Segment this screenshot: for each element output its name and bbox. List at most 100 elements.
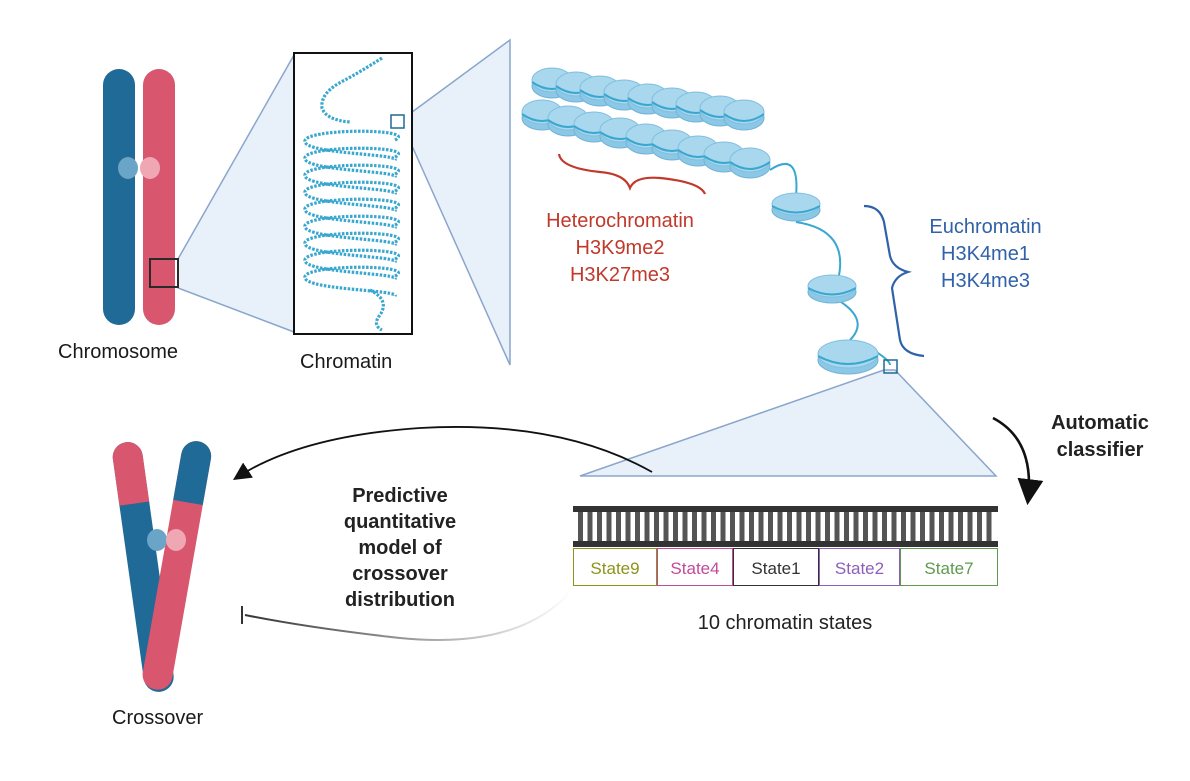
dna-rung [739, 512, 745, 541]
euchromatin-mark-2: H3K4me3 [941, 270, 1030, 292]
heterochromatin-mark-2: H3K27me3 [569, 264, 671, 286]
predict-line-3: model of [358, 537, 442, 559]
dna-rung [920, 512, 925, 541]
dna-rung [986, 512, 992, 541]
classifier-arrow [992, 416, 1044, 506]
nucleosome [817, 339, 879, 375]
heterochromatin-label: Heterochromatin H3K9me2 H3K27me3 [520, 208, 720, 289]
state-label: State2 [834, 559, 885, 578]
dna-rung [720, 512, 726, 541]
chromatin-zoom-box [390, 114, 405, 129]
automatic-classifier-label: Automatic classifier [1030, 410, 1170, 464]
chromatin-coil-path [303, 56, 400, 332]
state-label: State1 [751, 559, 801, 578]
nucleosome [771, 192, 821, 222]
dna-rung [901, 512, 906, 541]
dna-rung [844, 512, 849, 541]
dna-rung [616, 512, 621, 541]
euchromatin-mark-1: H3K4me1 [941, 243, 1030, 265]
dna-rung [787, 512, 792, 541]
nucleosome-zoom-box [883, 359, 898, 374]
dna-rung [635, 512, 640, 541]
dna-rung [692, 512, 697, 541]
dna-rung [863, 512, 868, 541]
euchromatin-title: Euchromatin [929, 216, 1042, 238]
auto-line-2: classifier [1056, 439, 1144, 461]
euchromatin-label: Euchromatin H3K4me1 H3K4me3 [898, 214, 1073, 295]
dna-rung [701, 512, 707, 541]
chromosome-graphic [103, 69, 179, 325]
feedback-inhibition-line [244, 589, 573, 641]
chromatin-states-caption: 10 chromatin states [697, 612, 873, 634]
dna-rung [815, 512, 821, 541]
heterochromatin-title: Heterochromatin [546, 210, 694, 232]
dna-rung [606, 512, 612, 541]
dna-rung [958, 512, 963, 541]
dna-rung [644, 512, 650, 541]
auto-line-1: Automatic [1051, 412, 1149, 434]
dna-rung [730, 512, 735, 541]
heterochromatin-mark-1: H3K9me2 [575, 237, 665, 259]
zoom-funnel-chromosome [177, 52, 295, 334]
dna-rung [910, 512, 916, 541]
chromatin-coil [303, 56, 400, 332]
zoom-funnel-nucleosome [579, 369, 998, 477]
euchromatin-bracket [863, 204, 925, 358]
dna-rung [749, 512, 754, 541]
dna-rung [654, 512, 659, 541]
dna-rung [711, 512, 716, 541]
predict-line-5: distribution [345, 589, 455, 611]
prediction-arrow [232, 426, 653, 480]
state-box-state2: State2 [819, 548, 900, 586]
state-box-state1: State1 [733, 548, 819, 586]
dna-rung [939, 512, 944, 541]
dna-rung [929, 512, 935, 541]
crossover-label: Crossover [112, 707, 204, 729]
dna-rung [625, 512, 631, 541]
heterochromatin-bracket [557, 153, 707, 195]
dna-rung [891, 512, 897, 541]
predict-line-1: Predictive [352, 485, 448, 507]
centromere-blue [118, 157, 138, 179]
dna-rung [825, 512, 830, 541]
chromatid-blue [103, 69, 135, 325]
dna-rung [682, 512, 688, 541]
dna-rung [663, 512, 669, 541]
centromere-pink [140, 157, 160, 179]
state-box-state4: State4 [657, 548, 733, 586]
predictive-model-label: Predictive quantitative model of crossov… [300, 483, 500, 613]
state-label: State4 [670, 559, 720, 578]
chromosome-label: Chromosome [58, 341, 179, 363]
dna-rung [872, 512, 878, 541]
zoom-funnel-chromatin [403, 38, 511, 366]
dna-rung [673, 512, 678, 541]
predict-line-2: quantitative [343, 511, 457, 533]
state-box-state9: State9 [573, 548, 657, 586]
chromatin-label: Chromatin [300, 351, 393, 373]
crossover-chromosome-graphic [112, 441, 212, 692]
dna-rung [806, 512, 811, 541]
dna-rung [882, 512, 887, 541]
state-label: State9 [590, 559, 640, 578]
dna-ladder [573, 506, 998, 547]
dna-rung [796, 512, 802, 541]
nucleosome [729, 147, 771, 179]
nucleosome [723, 99, 765, 131]
dna-rung [777, 512, 783, 541]
predict-line-4: crossover [352, 563, 448, 585]
dna-rung [768, 512, 773, 541]
dna-rung [597, 512, 602, 541]
dna-rung [977, 512, 982, 541]
dna-rung [578, 512, 583, 541]
nucleosome [807, 274, 857, 304]
chromatin-panel [293, 52, 413, 335]
chromosome-zoom-box [149, 258, 179, 288]
dna-rung [758, 512, 764, 541]
nucleosome-fiber [521, 67, 891, 375]
dna-rung [948, 512, 954, 541]
dna-rung [967, 512, 973, 541]
state-label: State7 [924, 559, 974, 578]
dna-rung [587, 512, 593, 541]
